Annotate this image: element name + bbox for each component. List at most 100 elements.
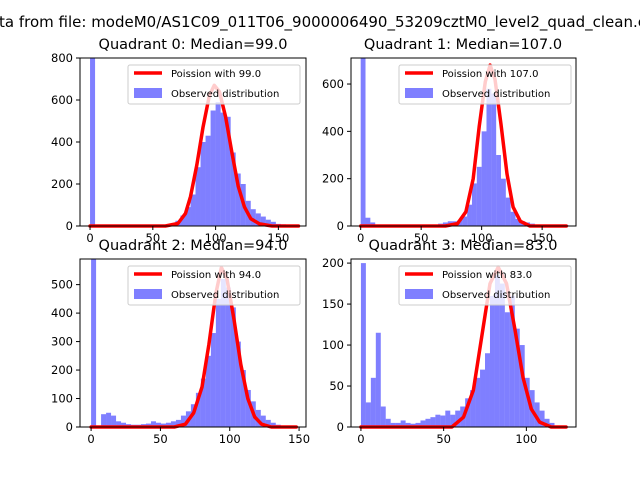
legend-observed-swatch (405, 289, 433, 299)
axes: 0 50 100 150 0 200 400 600 (322, 57, 577, 245)
histogram-bar (514, 328, 520, 427)
legend-observed-swatch (134, 289, 162, 299)
legend-poisson-label: Poission with 94.0 (171, 270, 261, 281)
x-tick-label: 100 (219, 432, 241, 446)
x-tick-label: 0 (87, 432, 94, 446)
histogram-bar (405, 422, 411, 427)
histogram-bar (534, 402, 540, 427)
legend-frame (127, 265, 301, 306)
histogram-bar (260, 415, 266, 427)
legend: Poission with 107.0 Observed distributio… (398, 64, 572, 105)
histogram-bar (467, 204, 472, 226)
histogram-bar (365, 217, 371, 226)
histogram-bar (215, 298, 221, 427)
histogram-bar (91, 259, 97, 427)
histogram-bar (544, 418, 550, 427)
x-tick-label: 100 (515, 432, 537, 446)
histogram-bar (260, 216, 266, 226)
histogram-bar (190, 194, 196, 226)
x-tick-label: 50 (146, 231, 161, 245)
panel-quadrant-1: Quadrant 1: Median=107.0 0 50 100 150 0 200 40… (322, 37, 577, 245)
panel-quadrant-3: Quadrant 3: Median=83.0 0 50 100 0 50 100 150 2… (322, 238, 577, 446)
histogram-bar (235, 341, 241, 427)
axes-frame (79, 258, 307, 428)
histogram-bar (121, 422, 127, 427)
histogram-bar (455, 410, 461, 427)
axes: 0 50 100 0 50 100 150 200 (322, 256, 577, 446)
histogram-bar (462, 216, 468, 226)
legend-frame (398, 265, 572, 306)
legend-observed-label: Observed distribution (171, 290, 279, 301)
histogram-bar (225, 116, 231, 226)
histogram-bar (255, 213, 261, 226)
histogram-bar (195, 392, 201, 427)
histogram-bar (205, 355, 211, 427)
histogram-bar (360, 58, 366, 226)
y-tick-label: 400 (322, 124, 344, 138)
axes-frame (350, 258, 577, 428)
histogram-bar (370, 377, 376, 427)
histogram-bar (90, 58, 96, 226)
legend: Poission with 83.0 Observed distribution (398, 265, 572, 306)
legend-poisson-label: Poission with 83.0 (442, 270, 532, 281)
histogram-bar (195, 167, 201, 226)
y-tick-label: 0 (66, 420, 73, 434)
histogram-bar (235, 173, 241, 226)
histogram-bar (180, 215, 186, 226)
y-tick-label: 500 (51, 278, 73, 292)
histogram-bar (250, 209, 256, 226)
y-tick-label: 100 (322, 338, 344, 352)
histogram-bar (210, 333, 216, 427)
histogram-bar (499, 283, 505, 427)
histogram-bar (475, 377, 481, 427)
histogram-bar (230, 152, 236, 226)
y-tick-label: 200 (51, 363, 73, 377)
histogram-bar (150, 421, 156, 427)
histogram-bar (395, 422, 401, 427)
histogram-bar (471, 183, 477, 226)
histogram-bar (365, 402, 371, 427)
histogram-bar (501, 178, 506, 226)
legend-observed-swatch (405, 88, 433, 98)
histogram-bar (180, 415, 186, 427)
histogram-bar (385, 418, 391, 427)
y-tick-label: 0 (337, 420, 344, 434)
histogram-bar (505, 197, 511, 226)
panel-title: Quadrant 0: Median=99.0 (99, 37, 288, 53)
histogram-bar (491, 93, 497, 227)
x-tick-label: 0 (357, 231, 364, 245)
x-tick-label: 100 (205, 231, 227, 245)
panel-quadrant-2: Quadrant 2: Median=94.0 0 50 100 150 0 100 200… (51, 238, 310, 446)
panel-title: Quadrant 1: Median=107.0 (364, 37, 562, 53)
x-tick-label: 0 (86, 231, 93, 245)
y-tick-label: 600 (322, 77, 344, 91)
histogram-bar (465, 398, 471, 427)
histogram-bar (494, 275, 500, 427)
histogram-bar (480, 369, 486, 427)
panel-title: Quadrant 2: Median=94.0 (99, 238, 288, 254)
histogram-bar (524, 377, 530, 427)
x-tick-label: 50 (436, 432, 451, 446)
axes-frame (350, 57, 577, 227)
histogram-bar (116, 421, 122, 427)
histogram-bar (200, 142, 206, 226)
histogram-bar (101, 414, 107, 427)
x-tick-label: 50 (153, 432, 168, 446)
histogram-bar (539, 410, 545, 427)
histogram-bar (185, 207, 191, 226)
figure-suptitle: Data from file: modeM0/AS1C09_011T06_900… (0, 13, 640, 32)
y-tick-label: 400 (51, 306, 73, 320)
histogram-bar (375, 332, 381, 427)
y-tick-label: 150 (322, 297, 344, 311)
histogram-bar (370, 222, 376, 226)
histogram-bars (360, 263, 555, 427)
y-tick-label: 300 (51, 335, 73, 349)
histogram-bar (380, 406, 386, 427)
histogram-bar (270, 422, 276, 427)
legend-observed-swatch (134, 88, 162, 98)
legend-observed-label: Observed distribution (442, 290, 550, 301)
panel-title: Quadrant 3: Median=83.0 (369, 238, 558, 254)
histogram-bar (215, 102, 221, 226)
histogram-bar (200, 378, 206, 427)
